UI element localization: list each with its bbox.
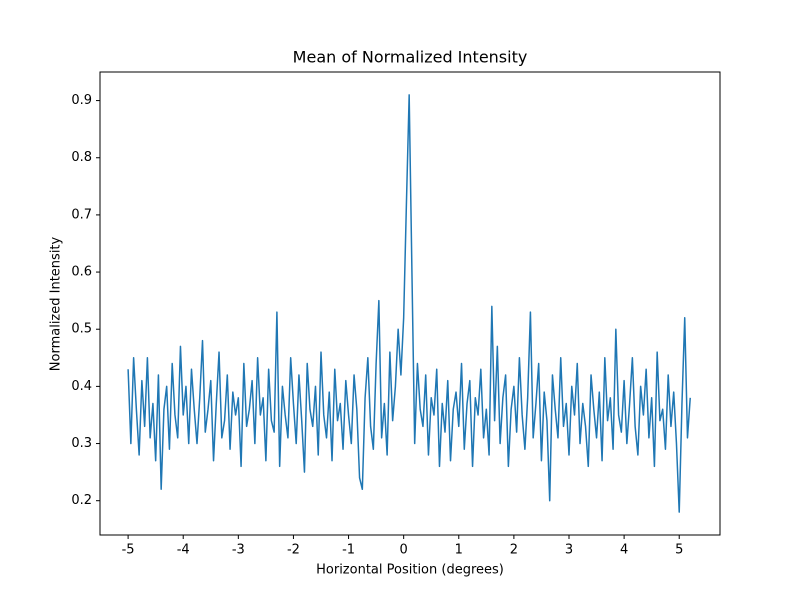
y-tick-label: 0.4 bbox=[71, 379, 92, 394]
x-tick-label: 5 bbox=[675, 543, 683, 558]
x-tick-label: -1 bbox=[342, 543, 355, 558]
x-tick-label: 0 bbox=[400, 543, 408, 558]
data-line bbox=[127, 94, 691, 513]
y-tick-label: 0.5 bbox=[71, 322, 92, 337]
plot-area bbox=[127, 94, 691, 513]
x-tick-label: 3 bbox=[565, 543, 573, 558]
y-tick-label: 0.6 bbox=[71, 265, 92, 280]
axes-frame bbox=[99, 71, 721, 536]
x-tick-label: 4 bbox=[620, 543, 628, 558]
x-axis-label: Horizontal Position (degrees) bbox=[316, 563, 504, 578]
y-tick-label: 0.9 bbox=[71, 93, 92, 108]
y-tick-label: 0.8 bbox=[71, 150, 92, 165]
x-tick-label: -5 bbox=[122, 543, 135, 558]
x-tick-label: 1 bbox=[455, 543, 463, 558]
y-tick-label: 0.7 bbox=[71, 207, 92, 222]
y-axis-label: Normalized Intensity bbox=[49, 236, 64, 371]
x-tick-label: -3 bbox=[232, 543, 245, 558]
x-tick-label: -4 bbox=[177, 543, 190, 558]
chart-title: Mean of Normalized Intensity bbox=[293, 48, 528, 67]
x-tick-label: 2 bbox=[510, 543, 518, 558]
y-tick-label: 0.3 bbox=[71, 436, 92, 451]
y-tick-label: 0.2 bbox=[71, 493, 92, 508]
x-tick-label: -2 bbox=[287, 543, 300, 558]
